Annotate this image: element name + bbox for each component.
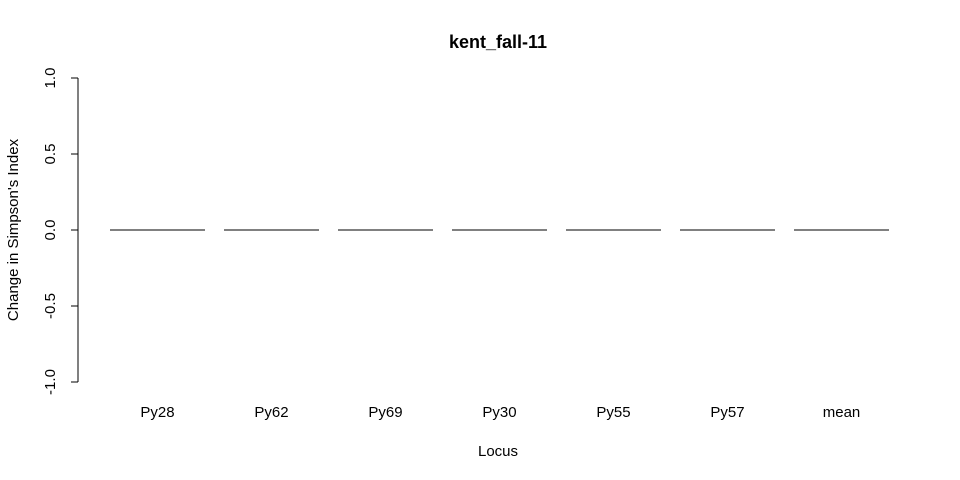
y-tick-label: 0.0 bbox=[42, 220, 59, 241]
x-tick-label: Py55 bbox=[596, 404, 630, 421]
y-axis-label: Change in Simpson's Index bbox=[5, 138, 22, 321]
chart-title: kent_fall-11 bbox=[449, 32, 547, 52]
y-tick-label: -0.5 bbox=[42, 293, 59, 319]
x-tick-label: Py62 bbox=[254, 404, 288, 421]
y-axis: -1.0 -0.5 0.0 0.5 1.0 bbox=[42, 68, 79, 395]
x-tick-label: mean bbox=[823, 404, 861, 421]
x-tick-label: Py57 bbox=[710, 404, 744, 421]
x-tick-label: Py30 bbox=[482, 404, 516, 421]
x-axis-label: Locus bbox=[478, 443, 518, 460]
x-axis-tick-labels: Py28 Py62 Py69 Py30 Py55 Py57 mean bbox=[140, 404, 860, 421]
x-tick-label: Py69 bbox=[368, 404, 402, 421]
y-tick-label: -1.0 bbox=[42, 369, 59, 395]
x-tick-label: Py28 bbox=[140, 404, 174, 421]
y-tick-label: 0.5 bbox=[42, 144, 59, 165]
y-axis-ticks: -1.0 -0.5 0.0 0.5 1.0 bbox=[42, 68, 78, 395]
y-tick-label: 1.0 bbox=[42, 68, 59, 89]
